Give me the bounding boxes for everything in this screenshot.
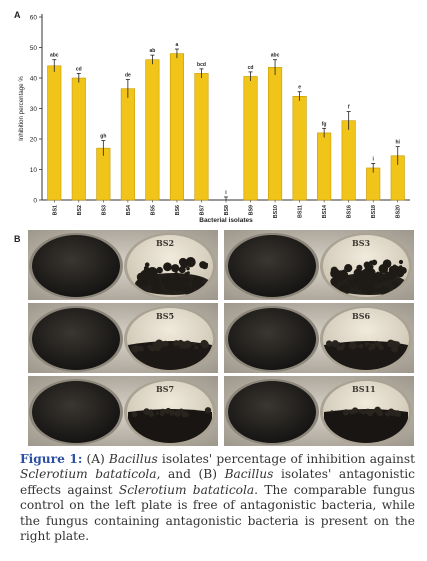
plate-photo-image bbox=[28, 376, 218, 446]
bar bbox=[366, 167, 381, 201]
plate-photo-bs3: BS3 bbox=[224, 230, 414, 300]
plate-photo-grid: BS2 BS3 BS5 BS6 BS7 BS11 bbox=[28, 230, 414, 446]
bar bbox=[243, 76, 258, 201]
panel-b-label: B bbox=[14, 234, 21, 244]
y-tick-label: 50 bbox=[30, 45, 38, 52]
plate-photo-image bbox=[224, 303, 414, 373]
y-tick-label: 20 bbox=[30, 137, 38, 144]
significance-letter: i bbox=[225, 190, 227, 196]
bar-chart: 0 10 20 30 40 50 60 Inhibition percentage % Bact… bbox=[18, 14, 410, 224]
x-tick-label: BS1 bbox=[52, 205, 58, 215]
plate-photo-bs11: BS11 bbox=[224, 376, 414, 446]
y-tick-label: 0 bbox=[33, 198, 37, 205]
plate-label: BS2 bbox=[156, 238, 175, 248]
caption-text: , and (B) bbox=[156, 467, 225, 482]
caption-italic: Sclerotium bataticola bbox=[20, 467, 157, 482]
x-tick-label: BS20 bbox=[396, 205, 402, 218]
bar bbox=[169, 53, 184, 201]
figure-caption: Figure 1: (A) Bacillus isolates' percent… bbox=[20, 452, 415, 544]
significance-letter: hi bbox=[396, 140, 401, 146]
plate-photo-bs2: BS2 bbox=[28, 230, 218, 300]
x-tick-label: BS3 bbox=[101, 205, 107, 215]
panel-a-label: A bbox=[14, 10, 21, 20]
bar bbox=[194, 73, 209, 201]
y-tick-label: 60 bbox=[30, 15, 38, 22]
caption-text: (A) bbox=[82, 452, 109, 466]
plate-label: BS5 bbox=[156, 311, 175, 321]
bar bbox=[47, 65, 62, 201]
significance-letter: de bbox=[125, 73, 131, 79]
x-tick-label: BS5 bbox=[150, 205, 156, 215]
bar bbox=[292, 96, 307, 201]
significance-letter: bcd bbox=[197, 62, 206, 68]
plate-photo-image bbox=[28, 303, 218, 373]
x-axis-label: Bacterial isolates bbox=[199, 217, 253, 224]
bar bbox=[145, 59, 160, 201]
x-tick-label: BS11 bbox=[298, 205, 304, 218]
caption-italic: Bacillus bbox=[224, 467, 274, 482]
significance-letter: ab bbox=[149, 48, 155, 54]
x-tick-label: BS7 bbox=[199, 205, 205, 215]
significance-letter: i bbox=[373, 156, 375, 162]
figure-label: Figure 1: bbox=[20, 452, 83, 466]
plate-row: BS7 BS11 bbox=[28, 376, 414, 446]
plate-row: BS2 BS3 bbox=[28, 230, 414, 300]
significance-letter: e bbox=[298, 85, 301, 91]
caption-text: . The comparable fungus control on the l… bbox=[20, 482, 415, 544]
plate-photo-image bbox=[224, 376, 414, 446]
plate-photo-bs5: BS5 bbox=[28, 303, 218, 373]
bar bbox=[341, 120, 356, 201]
y-tick-label: 10 bbox=[30, 167, 38, 174]
plate-row: BS5 BS6 bbox=[28, 303, 414, 373]
bar bbox=[268, 67, 283, 201]
significance-letter: a bbox=[176, 42, 179, 48]
significance-letter: abc bbox=[271, 53, 280, 59]
bar bbox=[71, 77, 86, 201]
x-tick-label: BS10 bbox=[273, 205, 279, 218]
plate-photo-bs6: BS6 bbox=[224, 303, 414, 373]
caption-italic: Bacillus bbox=[108, 452, 158, 466]
x-tick-label: BS2 bbox=[77, 205, 83, 215]
x-tick-label: BS8 bbox=[224, 205, 230, 215]
plate-photo-bs7: BS7 bbox=[28, 376, 218, 446]
significance-letter: cd bbox=[248, 65, 254, 71]
bar bbox=[96, 147, 111, 201]
x-tick-label: BS18 bbox=[371, 205, 377, 218]
y-axis-label: Inhibition percentage % bbox=[18, 76, 25, 141]
plate-label: BS3 bbox=[352, 238, 371, 248]
plate-photo-image bbox=[224, 230, 414, 300]
bar bbox=[317, 132, 332, 201]
y-tick-label: 30 bbox=[30, 106, 38, 113]
plate-photo-image bbox=[28, 230, 218, 300]
plate-label: BS11 bbox=[352, 384, 376, 394]
plate-label: BS6 bbox=[352, 311, 371, 321]
caption-italic: Sclerotium bataticola bbox=[118, 482, 255, 497]
significance-letter: fg bbox=[322, 121, 327, 127]
x-tick-label: BS6 bbox=[175, 205, 181, 215]
y-tick-label: 40 bbox=[30, 76, 38, 83]
significance-letter: gh bbox=[100, 134, 106, 140]
x-tick-label: BS9 bbox=[249, 205, 255, 215]
bar bbox=[120, 88, 135, 201]
x-tick-label: BS16 bbox=[347, 205, 353, 218]
caption-text: isolates' percentage of inhibition again… bbox=[157, 452, 416, 466]
x-tick-label: BS4 bbox=[126, 205, 132, 215]
plate-label: BS7 bbox=[156, 384, 175, 394]
significance-letter: f bbox=[348, 105, 350, 111]
significance-letter: cd bbox=[76, 66, 82, 72]
caption-text: isolates' antagonistic effects against bbox=[20, 467, 415, 497]
x-tick-label: BS14 bbox=[322, 205, 328, 218]
significance-letter: abc bbox=[50, 53, 59, 59]
